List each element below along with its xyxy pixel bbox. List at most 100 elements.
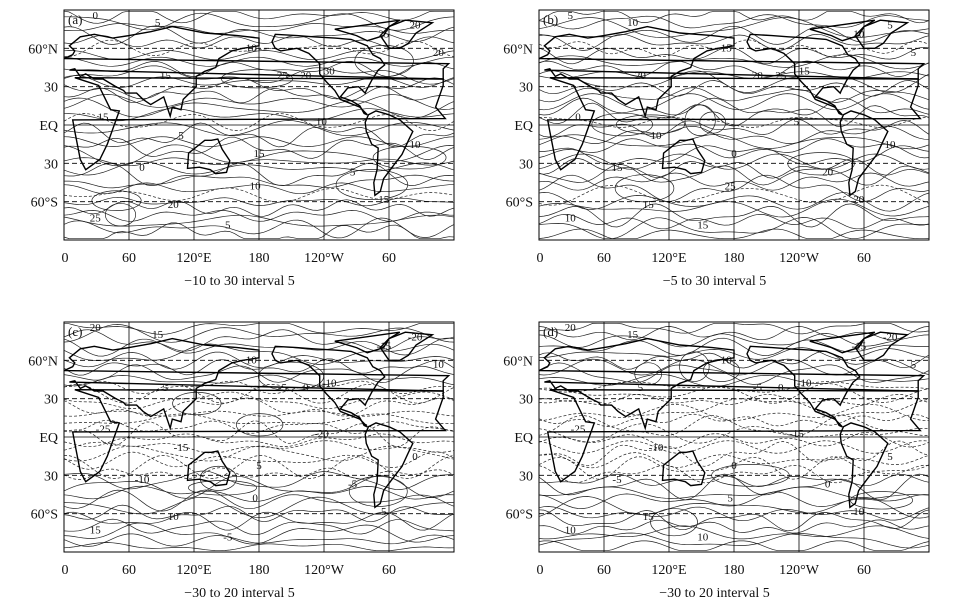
interval-caption: −5 to 30 interval 5 <box>663 274 767 289</box>
contour-label: 10 <box>246 354 258 366</box>
contour-label: 5 <box>178 130 184 142</box>
contour-label: 5 <box>911 359 917 371</box>
x-tick-label: 180 <box>249 563 270 578</box>
contour-loop <box>684 104 716 136</box>
coastline <box>71 389 447 483</box>
contour-label: 20 <box>752 70 764 82</box>
coastline <box>854 19 910 49</box>
contour-label: -20 <box>408 331 423 343</box>
contour-label: 10 <box>885 139 897 151</box>
y-tick-label: 30 <box>44 393 58 408</box>
contour-label: 15 <box>160 70 172 82</box>
contour-label: -25 <box>96 423 111 435</box>
contour-label: 0 <box>778 382 784 394</box>
contour-label: 20 <box>853 194 865 206</box>
y-tick-label: EQ <box>514 119 533 134</box>
x-tick-label: 120°W <box>779 563 820 578</box>
contour-label: 0 <box>575 111 581 123</box>
coastline <box>661 138 706 175</box>
contour-label: 15 <box>612 162 624 174</box>
contour-label: -10 <box>797 377 812 389</box>
contour-label: 10 <box>697 532 709 544</box>
contour-label: -5 <box>348 479 358 491</box>
coastline <box>63 25 451 119</box>
contour-label: -15 <box>174 442 189 454</box>
coastline <box>661 450 706 487</box>
contour-label: 0 <box>303 382 309 394</box>
contour-label: -15 <box>789 428 804 440</box>
contour-label: 0 <box>92 10 98 22</box>
contour-loop <box>199 465 237 491</box>
contour-label: -5 <box>612 474 622 486</box>
contour-label: 10 <box>565 213 577 225</box>
y-tick-label: 30 <box>519 393 533 408</box>
contour-label: 15 <box>697 220 709 232</box>
y-tick-label: 60°S <box>31 196 58 211</box>
contour-label: 10 <box>410 139 422 151</box>
contour-loop <box>650 508 698 537</box>
x-tick-label: 120°W <box>304 563 345 578</box>
contour-label: 5 <box>381 506 387 518</box>
contour-label: 20 <box>90 322 102 334</box>
contour-label: 0 <box>825 479 831 491</box>
coastline <box>379 19 435 49</box>
contour-label: 5 <box>887 19 893 31</box>
y-tick-label: 60°N <box>503 42 533 57</box>
coastline <box>271 345 386 428</box>
map-panel: 5 10 15 20 25 20 15 10 5 0 5 10 15 20 25 20 15 10 5 0 10 15 (b… <box>503 9 930 289</box>
coastline <box>186 138 231 175</box>
x-tick-label: 120°E <box>176 563 211 578</box>
interval-caption: −10 to 30 interval 5 <box>184 274 295 289</box>
y-tick-label: 30 <box>519 157 533 172</box>
contour-loop <box>235 413 284 437</box>
contour-label: -15 <box>851 341 866 353</box>
contour-label: 20 <box>565 322 577 334</box>
panel-label: (b) <box>543 12 558 27</box>
panel-label: (a) <box>68 12 82 27</box>
y-tick-label: 60°N <box>28 42 58 57</box>
contour-label: 10 <box>721 354 733 366</box>
contour-label: 0 <box>412 451 418 463</box>
contour-label: -5 <box>278 382 288 394</box>
contour-label: 5 <box>911 47 917 59</box>
map-panel: 20 15 10 5 0 -5 -10 -15 -20 -25 -15 -10 -5 0 5 10 15 10 5 0… <box>503 321 930 601</box>
contour-label: 10 <box>627 17 639 29</box>
contour-label: 25 <box>775 70 787 82</box>
coastline <box>546 77 922 171</box>
contour-loop <box>679 351 710 382</box>
contour-label: 15 <box>90 525 102 537</box>
contour-label: 10 <box>168 511 180 523</box>
contour-label: -10 <box>322 377 337 389</box>
contour-loop <box>188 480 257 496</box>
contour-loop <box>615 114 686 135</box>
contour-loop <box>699 111 726 134</box>
contour-loop <box>591 112 653 137</box>
contour-loop <box>372 145 447 170</box>
x-tick-label: 60 <box>597 251 611 266</box>
contour-label: 25 <box>277 70 289 82</box>
coastline <box>63 337 451 431</box>
contour-label: 15 <box>643 511 655 523</box>
coastlines <box>63 19 451 197</box>
x-tick-label: 60 <box>857 251 871 266</box>
x-tick-label: 180 <box>724 251 745 266</box>
y-tick-label: 30 <box>519 81 533 96</box>
coastline <box>538 25 926 119</box>
coastline <box>839 422 889 509</box>
y-tick-label: 60°N <box>28 354 58 369</box>
coastline <box>854 331 910 361</box>
y-tick-label: 30 <box>44 469 58 484</box>
contour-label: 15 <box>643 199 655 211</box>
coastline <box>364 110 414 197</box>
contour-label: 10 <box>565 525 577 537</box>
x-tick-label: 0 <box>62 563 69 578</box>
contour-label: 15 <box>98 111 110 123</box>
coastline <box>839 110 889 197</box>
contour-loop <box>104 203 137 227</box>
contour-label: 15 <box>254 148 266 160</box>
x-tick-label: 0 <box>62 251 69 266</box>
contour-label: -5 <box>753 382 763 394</box>
contour-label: 10 <box>651 130 663 142</box>
x-tick-label: 120°E <box>651 251 686 266</box>
contour-label: 25 <box>90 213 102 225</box>
